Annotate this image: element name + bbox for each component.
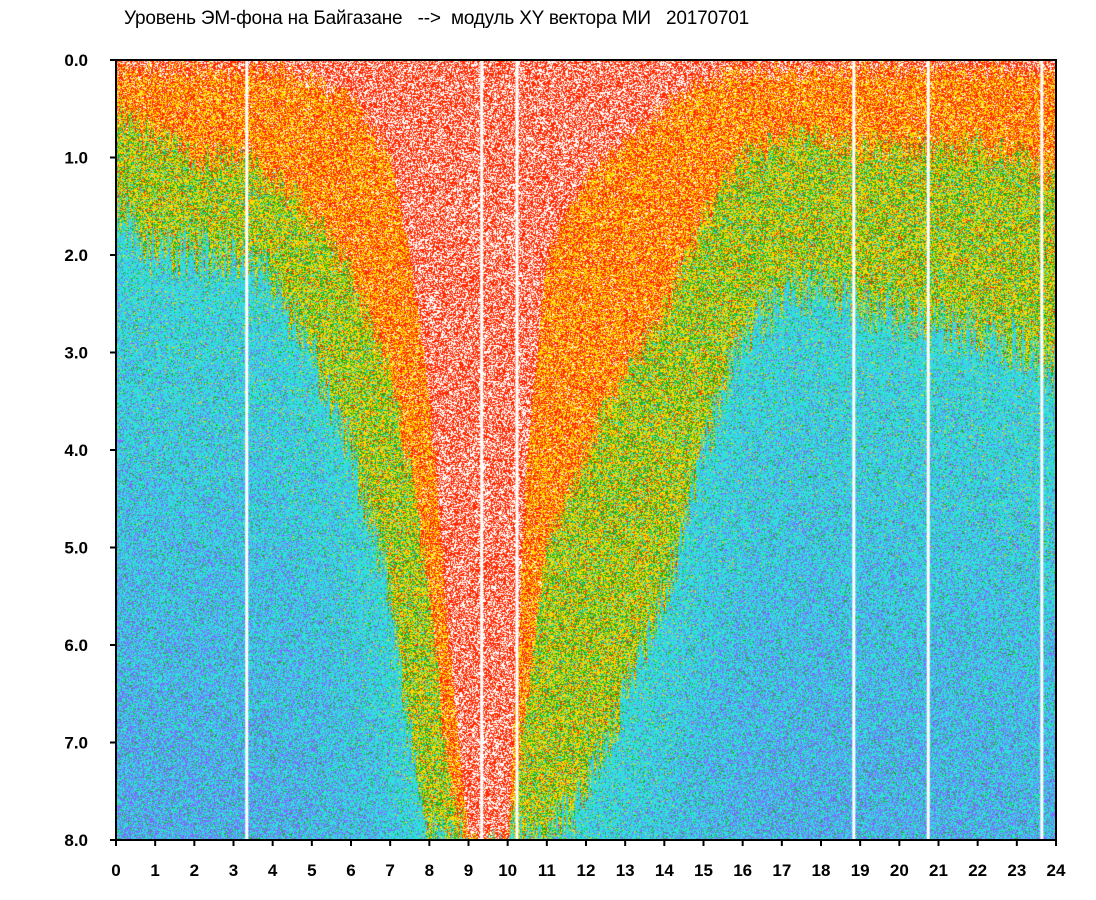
x-tick-label: 1: [150, 861, 159, 880]
x-tick-label: 3: [229, 861, 238, 880]
x-tick-label: 24: [1047, 861, 1066, 880]
x-tick-label: 12: [577, 861, 596, 880]
x-tick-label: 8: [425, 861, 434, 880]
x-tick-label: 17: [772, 861, 791, 880]
x-tick-label: 14: [655, 861, 674, 880]
x-tick-label: 5: [307, 861, 316, 880]
x-tick-label: 4: [268, 861, 278, 880]
x-tick-label: 9: [464, 861, 473, 880]
x-tick-label: 15: [694, 861, 713, 880]
x-tick-label: 23: [1007, 861, 1026, 880]
x-tick-label: 22: [968, 861, 987, 880]
x-tick-label: 6: [346, 861, 355, 880]
x-tick-label: 10: [498, 861, 517, 880]
x-tick-label: 16: [733, 861, 752, 880]
x-tick-label: 11: [538, 861, 556, 880]
y-tick-label: 7.0: [64, 734, 88, 753]
x-tick-label: 13: [616, 861, 635, 880]
plot-frame: [115, 59, 1057, 841]
chart-title: Уровень ЭМ-фона на Байгазане --> модуль …: [124, 8, 749, 29]
x-tick-label: 0: [111, 861, 120, 880]
x-tick-label: 21: [929, 861, 948, 880]
heatmap-canvas: [116, 60, 1056, 840]
y-tick-label: 5.0: [64, 539, 88, 558]
y-tick-label: 1.0: [64, 149, 88, 168]
y-tick-label: 3.0: [64, 344, 88, 363]
x-tick-label: 7: [385, 861, 394, 880]
x-tick-label: 18: [812, 861, 831, 880]
y-tick-label: 4.0: [64, 441, 88, 460]
x-tick-label: 19: [851, 861, 870, 880]
y-tick-label: 6.0: [64, 636, 88, 655]
y-tick-label: 2.0: [64, 246, 88, 265]
x-tick-label: 20: [890, 861, 909, 880]
y-tick-label: 8.0: [64, 831, 88, 850]
y-tick-label: 0.0: [64, 51, 88, 70]
x-tick-label: 2: [190, 861, 199, 880]
